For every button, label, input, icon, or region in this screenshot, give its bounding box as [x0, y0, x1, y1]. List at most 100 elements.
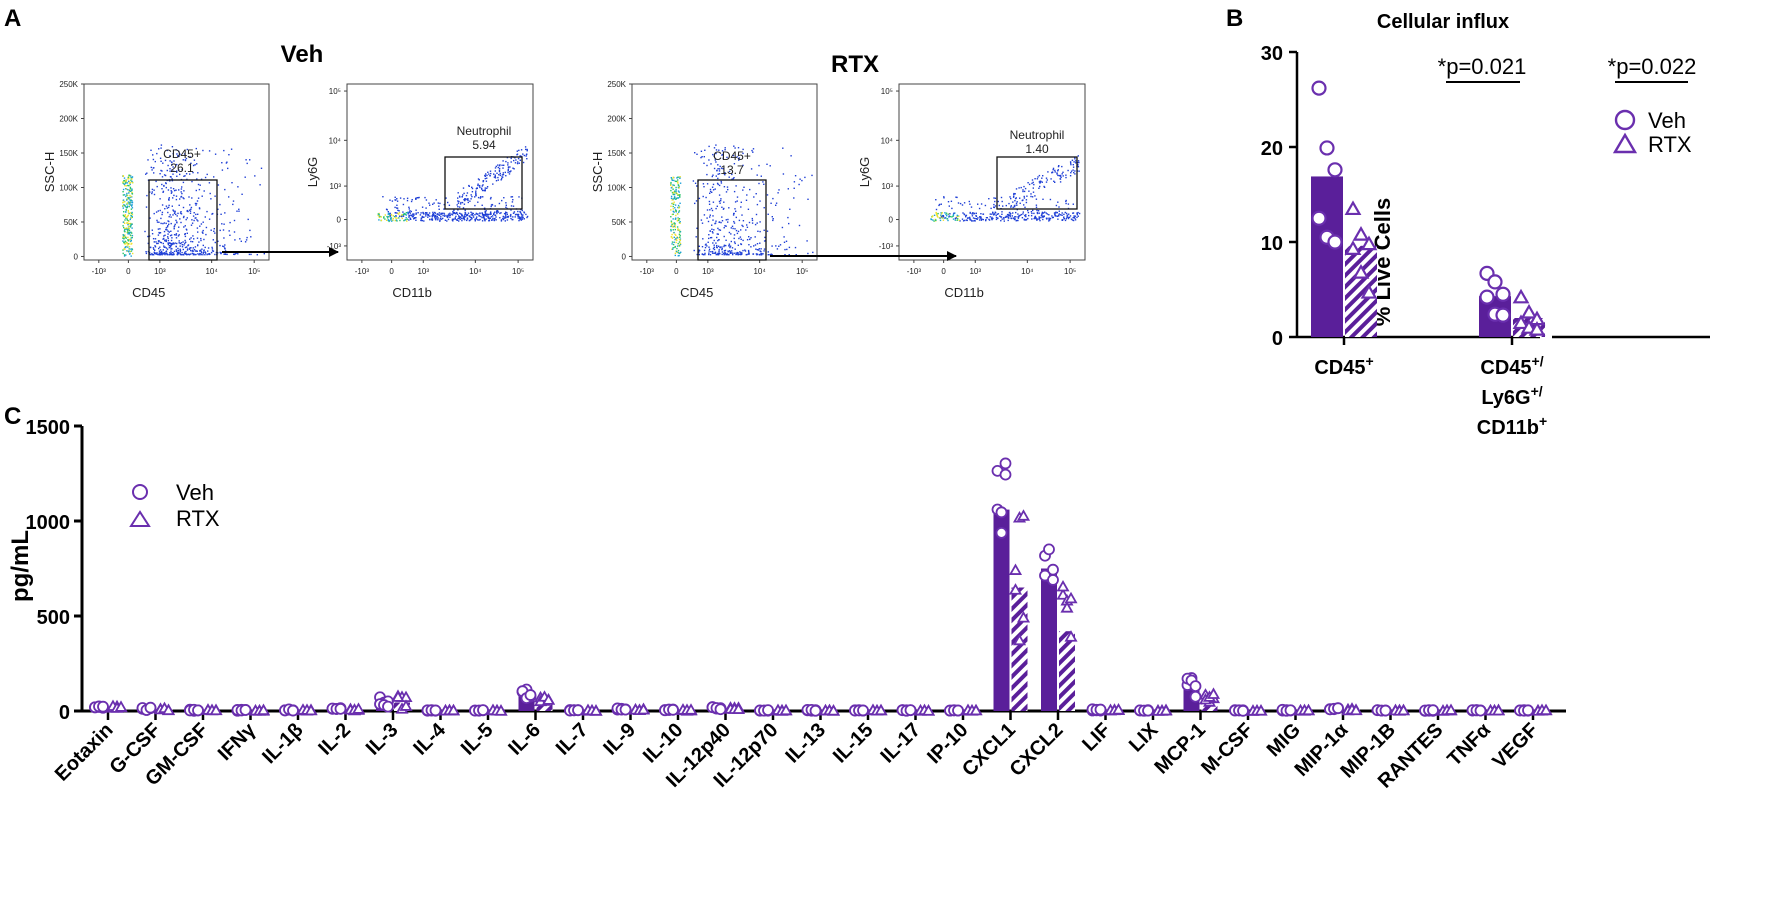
- flow-event-dot: [188, 209, 191, 211]
- flow-event-dot: [725, 244, 727, 247]
- chart-c-point-rtx: [684, 703, 698, 715]
- flow-event-dot: [165, 182, 167, 185]
- flow-event-dot: [1013, 218, 1016, 221]
- chart-b-bar-veh: [1311, 176, 1343, 337]
- flow-event-dot: [748, 252, 750, 254]
- flow-event-dot: [674, 246, 676, 249]
- flow-event-dot: [189, 173, 191, 175]
- flow-event-dot: [181, 186, 183, 188]
- flow-event-dot: [503, 217, 505, 219]
- flow-x-tick-label: 10³: [417, 267, 429, 276]
- flow-event-dot: [475, 193, 477, 195]
- flow-event-dot: [158, 250, 161, 252]
- flow-event-dot: [471, 218, 473, 220]
- flow-event-dot: [124, 219, 126, 221]
- flow-plot-frame: [631, 83, 818, 261]
- flow-event-dot: [736, 156, 738, 158]
- flow-event-dot: [378, 213, 380, 216]
- flow-event-dot: [170, 176, 172, 178]
- flow-event-dot: [1048, 217, 1050, 219]
- flow-event-dot: [129, 188, 131, 190]
- flow-event-dot: [1016, 204, 1018, 206]
- flow-event-dot: [741, 214, 743, 216]
- flow-event-dot: [176, 222, 178, 224]
- flow-event-dot: [501, 164, 503, 166]
- flow-event-dot: [263, 253, 265, 255]
- flow-event-dot: [164, 240, 166, 242]
- flow-event-dot: [217, 240, 219, 242]
- flow-event-dot: [167, 164, 169, 167]
- flow-event-dot: [220, 252, 222, 255]
- flow-event-dot: [194, 254, 196, 256]
- flow-event-dot: [192, 171, 194, 174]
- flow-event-dot: [390, 217, 392, 220]
- flow-event-dot: [748, 253, 750, 255]
- flow-event-dot: [172, 188, 175, 190]
- flow-event-dot: [706, 183, 709, 185]
- flow-event-dot: [451, 218, 454, 220]
- flow-event-dot: [705, 243, 707, 245]
- flow-event-dot: [217, 252, 219, 254]
- flow-event-dot: [932, 219, 934, 221]
- flow-event-dot: [674, 198, 676, 200]
- flow-event-dot: [182, 197, 184, 199]
- flow-event-dot: [715, 242, 717, 244]
- flow-event-dot: [208, 218, 211, 220]
- flow-event-dot: [478, 219, 480, 221]
- flow-event-dot: [713, 155, 715, 157]
- flow-event-dot: [494, 205, 496, 207]
- flow-event-dot: [163, 253, 165, 255]
- flow-event-dot: [742, 220, 745, 222]
- flow-x-tick-label: 0: [941, 267, 946, 276]
- flow-event-dot: [125, 254, 127, 256]
- flow-event-dot: [674, 252, 677, 254]
- flow-event-dot: [126, 198, 129, 200]
- flow-event-dot: [167, 230, 169, 232]
- flow-event-dot: [127, 178, 129, 180]
- flow-event-dot: [455, 219, 458, 221]
- flow-gate-value: 13.7: [720, 163, 744, 177]
- flow-event-dot: [1047, 171, 1049, 173]
- flow-y-tick-label: 250K: [607, 80, 626, 89]
- flow-event-dot: [1074, 160, 1077, 162]
- flow-event-dot: [523, 212, 526, 214]
- legend-c-veh-label: Veh: [176, 480, 214, 505]
- flow-event-dot: [954, 212, 956, 214]
- flow-event-dot: [948, 205, 950, 207]
- flow-event-dot: [131, 200, 133, 202]
- flow-event-dot: [711, 228, 713, 230]
- flow-event-dot: [130, 250, 133, 252]
- flow-event-dot: [1038, 187, 1040, 189]
- flow-event-dot: [518, 149, 520, 152]
- flow-event-dot: [969, 203, 971, 205]
- flow-event-dot: [678, 254, 680, 257]
- flow-event-dot: [524, 146, 527, 148]
- flow-event-dot: [496, 211, 498, 213]
- flow-event-dot: [679, 196, 681, 198]
- flow-event-dot: [210, 251, 213, 254]
- flow-event-dot: [124, 243, 126, 245]
- flow-event-dot: [479, 212, 481, 215]
- flow-event-dot: [512, 216, 514, 218]
- flow-event-dot: [676, 247, 678, 250]
- flow-event-dot: [1037, 176, 1039, 178]
- flow-event-dot: [701, 246, 704, 248]
- flow-event-dot: [486, 187, 488, 189]
- flow-event-dot: [469, 216, 472, 218]
- flow-event-dot: [408, 215, 411, 217]
- flow-event-dot: [487, 171, 489, 173]
- flow-event-dot: [726, 253, 728, 255]
- chart-c-category-label: IFNγ: [214, 718, 261, 765]
- flow-event-dot: [756, 253, 759, 255]
- flow-event-dot: [1041, 181, 1043, 183]
- flow-event-dot: [175, 195, 178, 197]
- flow-event-dot: [713, 239, 715, 242]
- flow-x-tick-label: -10³: [355, 267, 370, 276]
- flow-event-dot: [172, 209, 174, 211]
- flow-event-dot: [222, 229, 225, 231]
- chart-b-point-rtx: [1512, 288, 1530, 304]
- flow-event-dot: [446, 220, 448, 222]
- flow-event-dot: [169, 155, 171, 157]
- flow-event-dot: [492, 217, 494, 219]
- flow-event-dot: [162, 191, 164, 193]
